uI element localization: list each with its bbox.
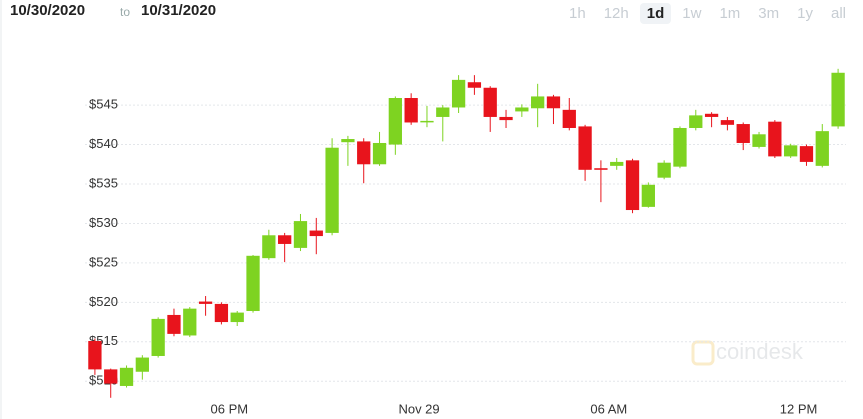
candle-body <box>768 121 782 157</box>
candle-body <box>799 146 814 162</box>
candle-body <box>119 367 134 386</box>
candle-body <box>657 162 671 178</box>
candle-body <box>214 303 229 323</box>
date-from: 10/30/2020 <box>10 2 86 19</box>
candle-body <box>135 357 149 372</box>
candle-body <box>183 308 197 336</box>
candle-body <box>815 131 829 166</box>
range-button[interactable]: 1d <box>639 3 672 24</box>
y-tick-label: $545 <box>89 97 118 112</box>
candle-body <box>704 113 719 117</box>
range-button[interactable]: all <box>830 5 846 22</box>
candle-body <box>562 109 576 128</box>
candle-body <box>278 235 292 244</box>
candle-body <box>531 96 545 109</box>
y-tick-label: $535 <box>89 175 118 190</box>
candle-body <box>104 369 118 384</box>
candle-body <box>88 340 102 370</box>
candle-body <box>673 127 687 167</box>
candle-body <box>167 314 181 334</box>
candle-body <box>341 139 355 143</box>
x-tick-label: 06 AM <box>590 401 627 416</box>
candle-body <box>515 107 529 112</box>
range-selector: 1h 12h 1d 1w 1m 3m 1y all <box>562 3 853 24</box>
watermark-text: coindesk <box>716 339 804 364</box>
candle-body <box>293 221 308 248</box>
candle-body <box>151 318 165 356</box>
candle-body <box>198 301 213 304</box>
range-button[interactable]: 1h <box>569 5 586 22</box>
candle-body <box>625 160 640 211</box>
candle-body <box>831 72 845 127</box>
watermark: coindesk <box>691 339 804 366</box>
header: 10/30/2020 to 10/31/2020 1h 12h 1d 1w 1m 3m 1y… <box>0 0 863 30</box>
candle-body <box>309 230 323 237</box>
range-button[interactable]: 1m <box>719 5 741 22</box>
candle-body <box>610 161 624 166</box>
candle-body <box>483 87 497 117</box>
x-tick-label: 12 PM <box>780 401 818 416</box>
candle-body <box>451 79 466 108</box>
candle-body <box>404 98 418 123</box>
candle-body <box>420 120 434 123</box>
candle-body <box>436 107 450 117</box>
candle-body <box>689 115 703 128</box>
candle-body <box>784 145 798 157</box>
candle-body <box>372 142 387 165</box>
candle-body <box>325 147 339 233</box>
x-tick-label: 06 PM <box>211 401 249 416</box>
candle-body <box>578 126 592 170</box>
candle-body <box>467 82 482 88</box>
candle-body <box>388 98 402 145</box>
candle-body <box>357 141 371 165</box>
y-tick-label: $530 <box>89 215 118 230</box>
y-tick-label: $525 <box>89 254 118 269</box>
y-tick-label: $540 <box>89 136 118 151</box>
x-tick-label: Nov 29 <box>398 401 439 416</box>
watermark-logo <box>691 340 715 366</box>
y-tick-label: $520 <box>89 294 118 309</box>
candle-body <box>262 235 276 259</box>
range-button[interactable]: 12h <box>603 5 629 22</box>
range-button[interactable]: 1w <box>682 5 702 22</box>
candle-body <box>641 184 655 207</box>
range-button[interactable]: 3m <box>758 5 780 22</box>
candle-body <box>246 255 260 312</box>
candle-body <box>752 134 766 147</box>
candle-body <box>720 120 735 125</box>
candle-body <box>546 96 561 109</box>
range-button[interactable]: 1y <box>797 5 813 22</box>
candle-body <box>736 124 750 143</box>
date-separator: to <box>120 5 131 19</box>
date-to: 10/31/2020 <box>141 2 217 19</box>
candle-body <box>230 312 244 323</box>
candle-body <box>499 116 513 121</box>
candle-body <box>594 168 608 170</box>
